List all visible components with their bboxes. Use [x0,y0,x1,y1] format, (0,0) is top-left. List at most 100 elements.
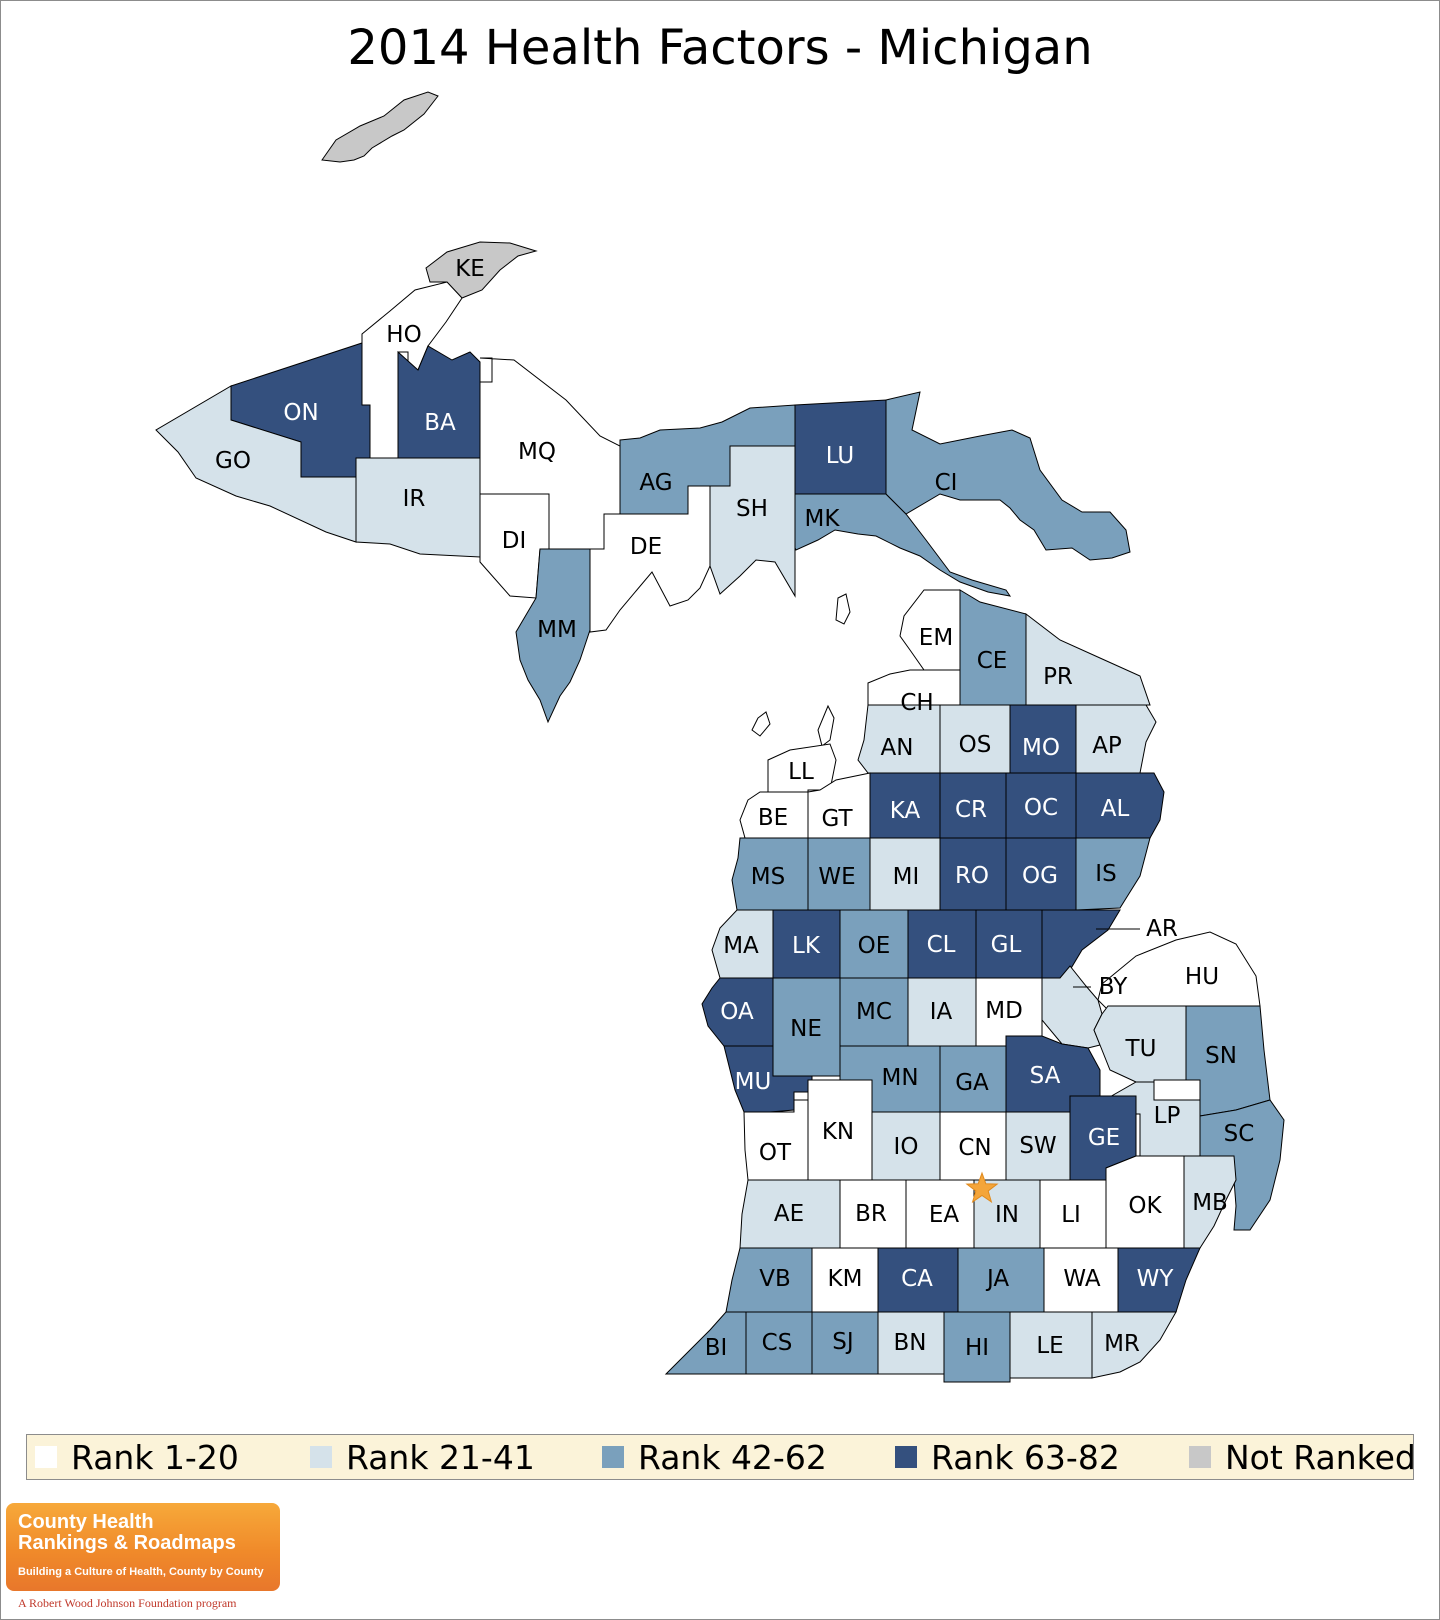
legend-label: Rank 63-82 [931,1437,1120,1477]
county-label: WE [818,864,855,890]
counties-layer [155,91,1285,1383]
county-label: PR [1043,664,1073,690]
county-label: SA [1030,1063,1061,1089]
county-label: WY [1137,1266,1175,1292]
county-label: LI [1061,1202,1081,1228]
county-label: IO [894,1134,919,1160]
county-label: AR [1146,916,1178,942]
county-label: IR [403,486,426,512]
county-label: AE [774,1201,804,1227]
legend-label: Rank 21-41 [346,1437,535,1477]
county-label: MD [985,998,1023,1024]
county-label: CI [935,470,958,496]
county-label: MN [881,1065,918,1091]
county-label: GE [1088,1125,1120,1151]
county-label: BR [855,1201,887,1227]
county-label: CR [955,797,987,823]
map-title: 2014 Health Factors - Michigan [347,20,1093,76]
county-label: GO [215,448,251,474]
county-label: SN [1205,1043,1237,1069]
county-label: HU [1185,964,1219,990]
legend-swatch [895,1446,917,1468]
county-label: JA [985,1266,1009,1292]
county-label: TU [1125,1036,1157,1062]
county-label: OE [858,933,891,959]
legend-swatch [602,1446,624,1468]
county-label: MB [1192,1190,1228,1216]
beaver-island [835,593,851,625]
county-label: SW [1019,1133,1056,1159]
county-ci[interactable] [885,391,1131,561]
county-label: MC [856,999,892,1025]
county-ar[interactable] [1041,909,1121,979]
county-label: LL [788,759,814,785]
county-label: SC [1224,1121,1255,1147]
county-label: DI [502,528,527,554]
county-label: AL [1101,796,1130,822]
county-label: LK [792,933,821,959]
county-label: OT [759,1140,792,1166]
county-pr[interactable] [1025,612,1151,706]
county-label: CH [900,690,933,716]
county-label: OC [1024,795,1058,821]
county-label: OA [720,999,754,1025]
county-label: LU [826,443,855,469]
county-label: CN [958,1135,991,1161]
county-label: IA [930,999,953,1025]
county-label: KM [828,1266,863,1292]
legend: Rank 1-20 Rank 21-41 Rank 42-62 Rank 63-… [26,1434,1416,1480]
county-mu[interactable] [723,1045,813,1113]
county-mk[interactable] [794,493,1012,597]
logo-line1: County Health [18,1511,154,1533]
county-label: KN [822,1119,854,1145]
legend-swatch [310,1446,332,1468]
county-is[interactable] [1075,837,1151,911]
chrr-logo[interactable]: County Health Rankings & Roadmaps Buildi… [6,1503,280,1591]
county-label: AP [1092,733,1122,759]
legend-item-rank-42-62: Rank 42-62 [602,1435,827,1479]
county-label: CS [762,1330,793,1356]
county-hi[interactable] [943,1311,1011,1383]
county-label: LE [1036,1333,1063,1359]
county-label: ON [283,400,318,426]
legend-label: Not Ranked [1225,1437,1416,1477]
county-mr[interactable] [1091,1311,1177,1379]
county-label: CA [901,1266,933,1292]
county-label: GL [991,932,1022,958]
legend-label: Rank 1-20 [71,1437,239,1477]
county-by[interactable] [1041,965,1103,1049]
county-label: EA [929,1202,960,1228]
manitou-island [751,711,771,737]
county-mm[interactable] [515,548,591,724]
legend-swatch [1189,1446,1211,1468]
legend-swatch [35,1446,57,1468]
county-label: HO [386,322,421,348]
county-label: IN [995,1202,1019,1228]
legend-item-rank-21-41: Rank 21-41 [310,1435,535,1479]
isle-royale [321,91,439,163]
legend-item-not-ranked: Not Ranked [1189,1435,1416,1479]
county-label: MI [893,864,920,890]
county-label: CE [977,648,1008,674]
county-label: BI [705,1335,728,1361]
county-go[interactable] [155,385,357,543]
legend-label: Rank 42-62 [638,1437,827,1477]
county-label: KE [455,256,485,282]
county-label: SH [736,496,768,522]
county-label: BY [1099,974,1129,1000]
logo-footer: A Robert Wood Johnson Foundation program [18,1596,237,1610]
county-label: MK [805,506,841,532]
county-label: GA [955,1070,989,1096]
county-label: BN [894,1330,927,1356]
county-label: CL [927,932,956,958]
county-ke[interactable] [425,241,538,299]
county-label: NE [790,1016,822,1042]
county-label: KA [890,798,921,824]
county-wy[interactable] [1117,1247,1201,1313]
county-label: LP [1154,1103,1181,1129]
county-label: MU [735,1069,772,1095]
legend-item-rank-1-20: Rank 1-20 [35,1435,239,1479]
logo-line2: Rankings & Roadmaps [18,1532,236,1554]
county-label: HI [965,1335,989,1361]
county-label: EM [919,625,953,651]
